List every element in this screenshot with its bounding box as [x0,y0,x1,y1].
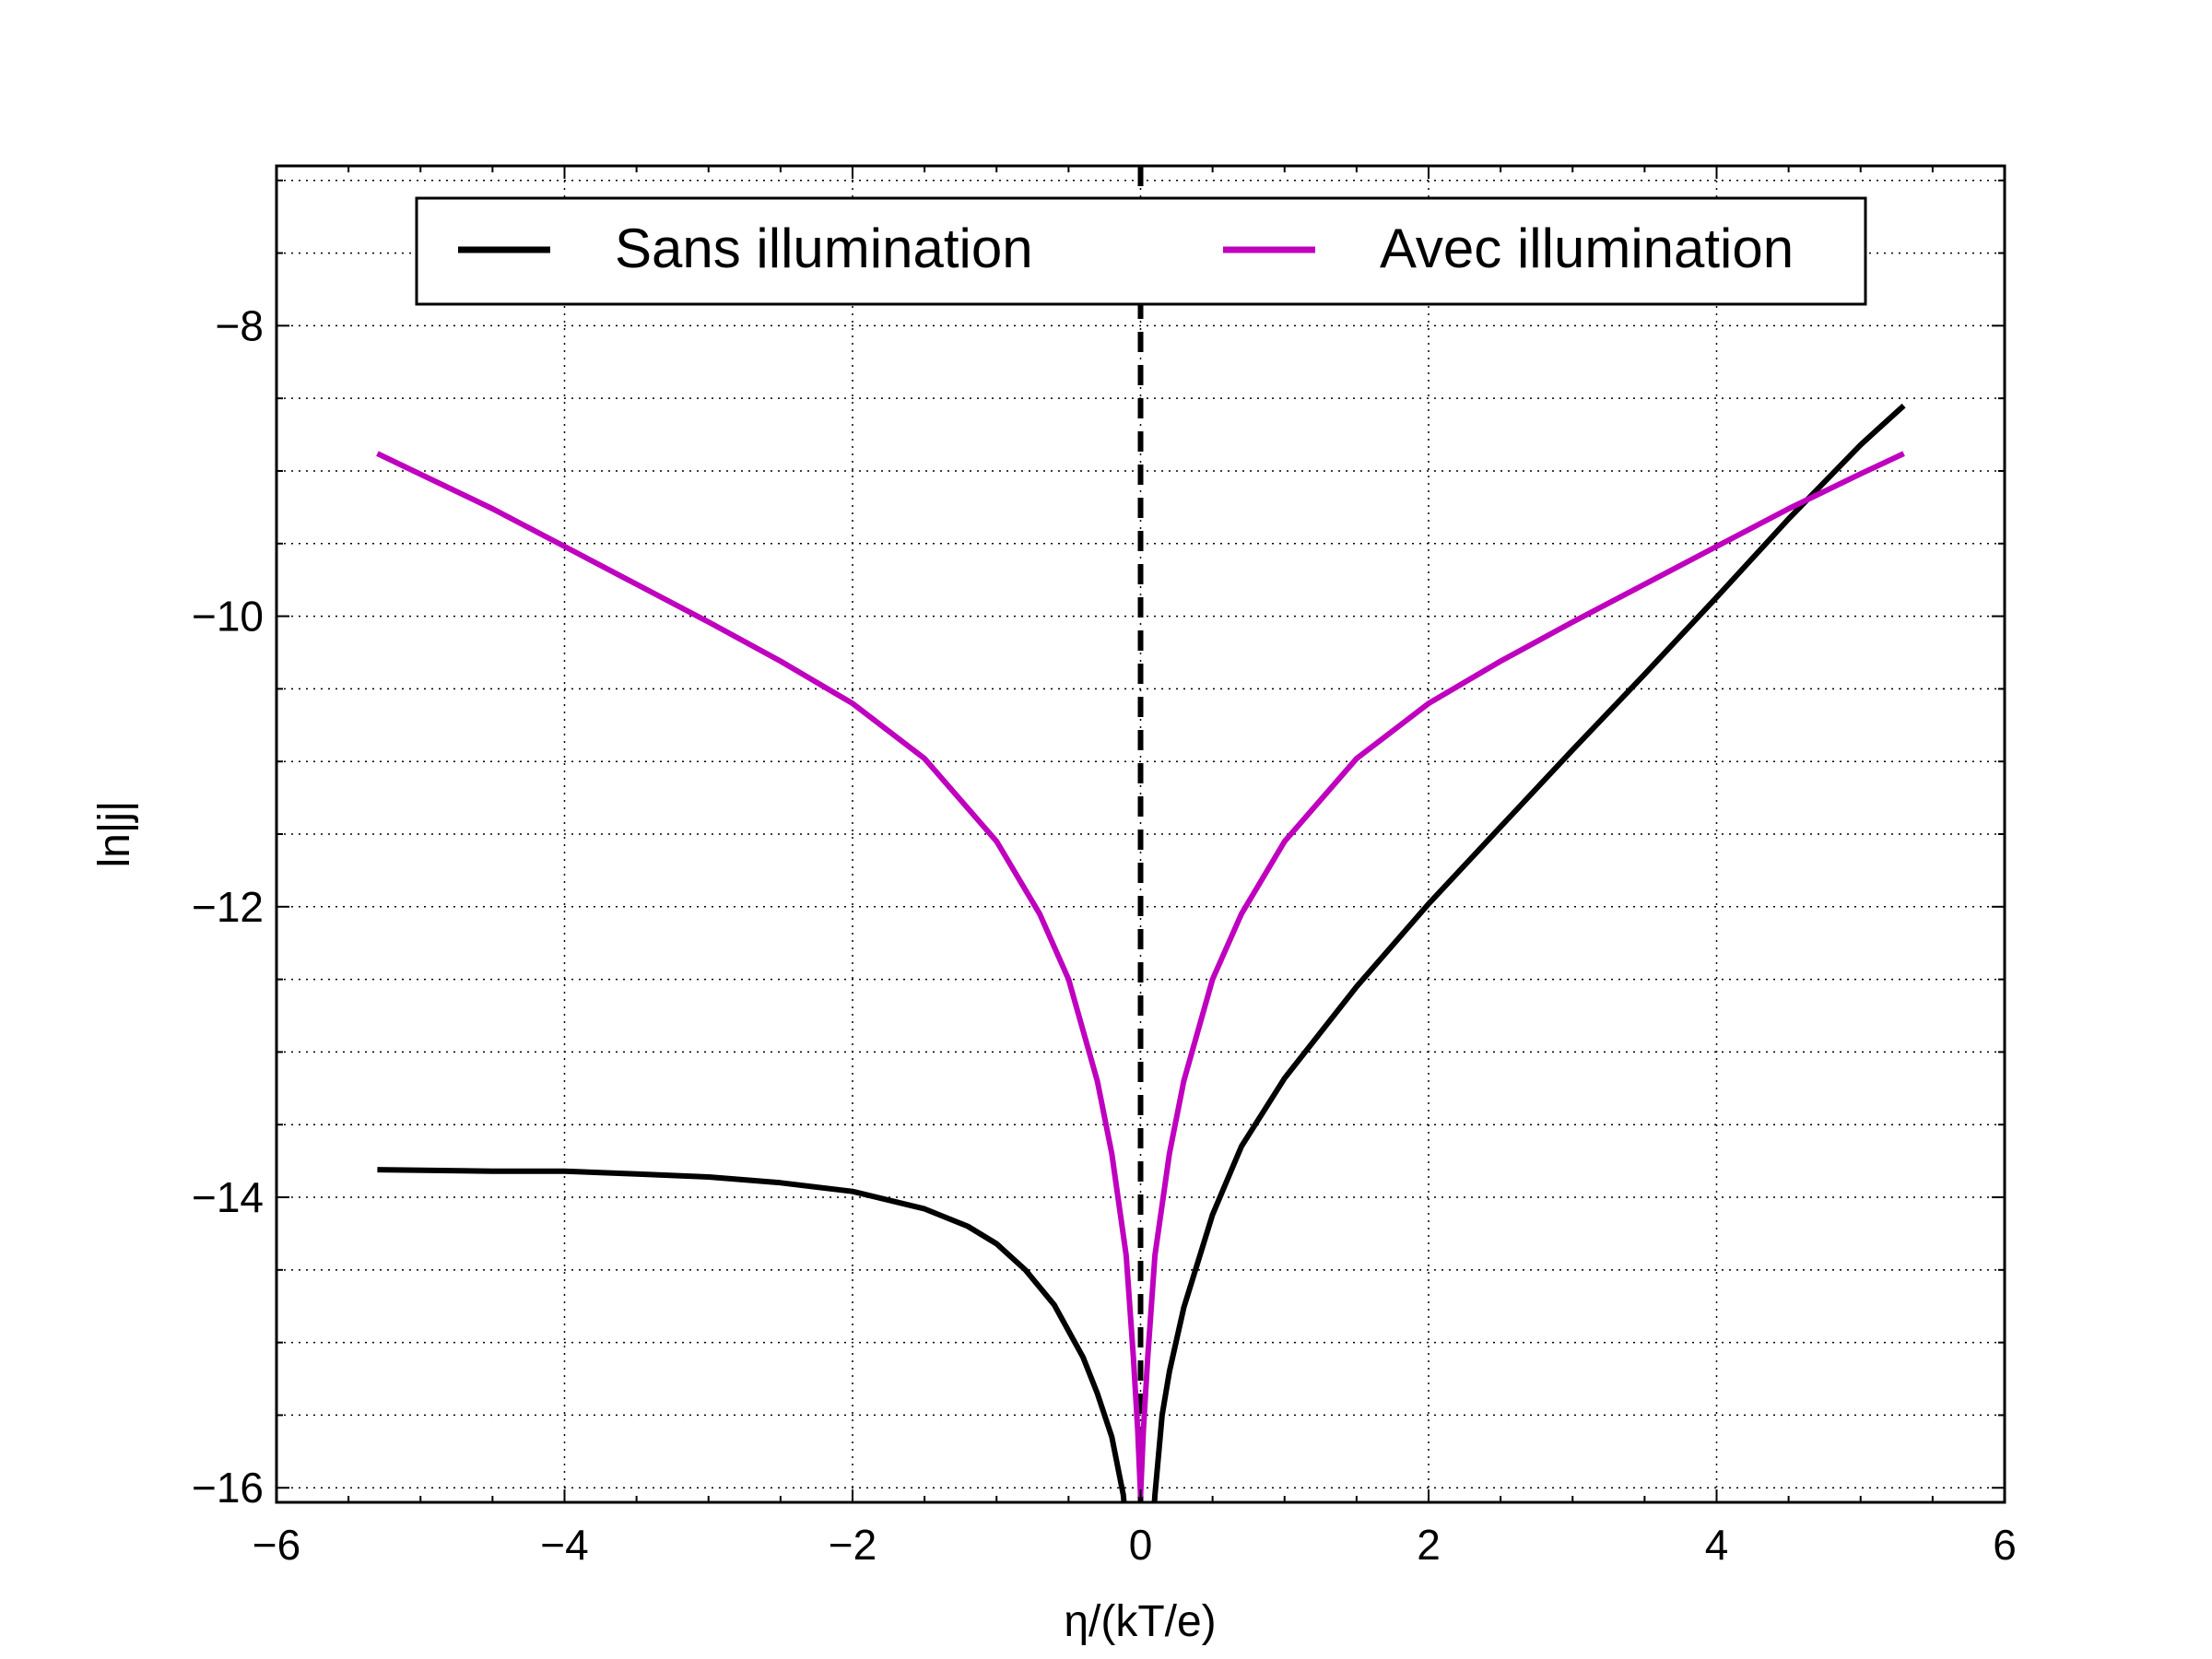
x-tick-label: 0 [1129,1521,1153,1569]
y-tick-label: −12 [192,883,264,931]
y-tick-label: −10 [192,593,264,641]
series-group [376,403,1906,1502]
x-axis-label: η/(kT/e) [1064,1597,1216,1646]
legend: Sans illumination Avec illumination [415,196,1867,306]
x-tick-label: 2 [1417,1521,1441,1569]
x-tick-label: 6 [1993,1521,2017,1569]
x-tick-label: −4 [540,1521,588,1569]
series-line-1 [376,451,1905,1499]
y-axis-label: ln|j| [90,801,139,868]
y-tick-label: −14 [192,1173,264,1221]
legend-label-sans-illumination: Sans illumination [615,218,1033,279]
y-tick-label: −8 [216,301,264,349]
series-line-0 [377,403,1906,1502]
tick-labels-group: −6 −4 −2 0 2 4 6 −8 −10 −12 −14 −16 [192,301,2017,1569]
legend-label-avec-illumination: Avec illumination [1380,218,1794,279]
x-tick-label: 4 [1705,1521,1729,1569]
y-tick-label: −16 [192,1464,264,1512]
x-tick-label: −6 [253,1521,300,1569]
x-tick-label: −2 [829,1521,877,1569]
ticks-group [276,166,2006,1502]
legend-box [415,196,1867,306]
